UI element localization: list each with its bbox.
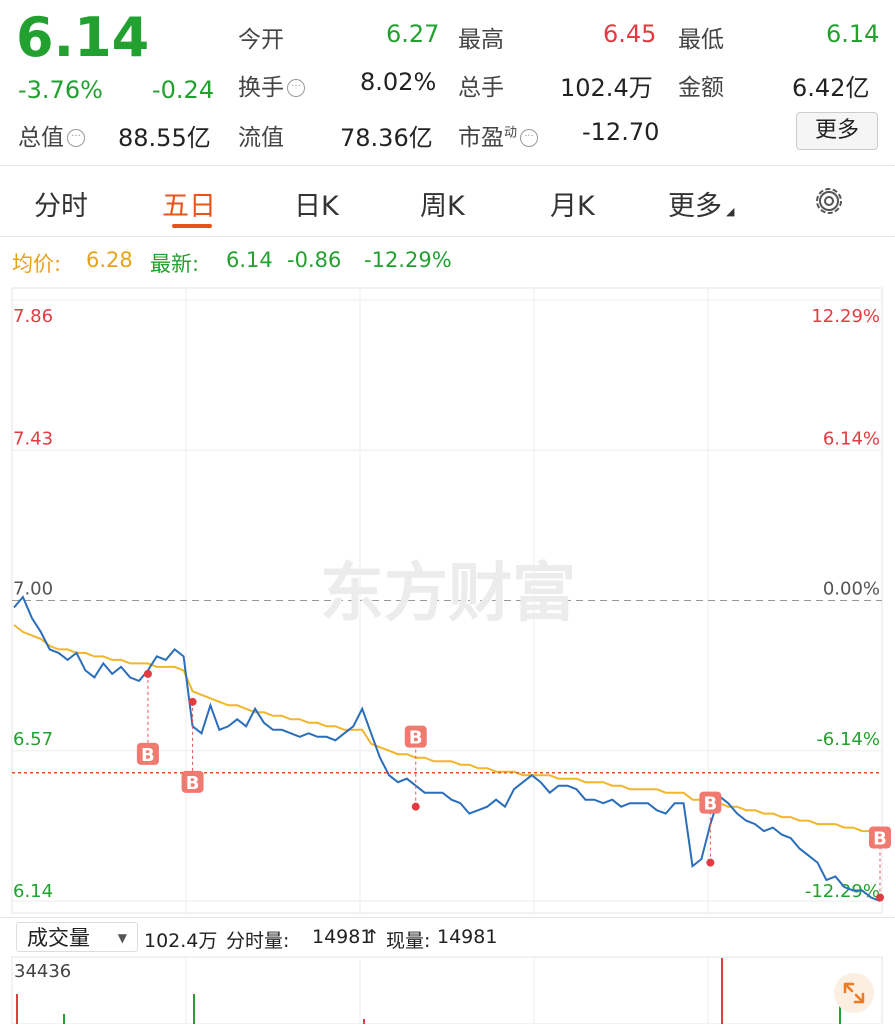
mktcap-value: 88.55亿 — [118, 124, 211, 152]
expand-icon — [843, 982, 865, 1004]
divider — [0, 165, 895, 166]
pe-value: -12.70 — [582, 118, 660, 146]
volume-total: 102.4万 — [144, 930, 218, 952]
more-info-button[interactable]: 更多 — [796, 112, 878, 150]
buy-marker-badge — [181, 770, 204, 793]
divider — [0, 236, 895, 237]
volume-chart: 34436 — [11, 956, 883, 1024]
tab-intraday[interactable]: 分时 — [34, 191, 88, 222]
high-value: 6.45 — [603, 20, 657, 48]
tab-daily-k[interactable]: 日K — [294, 191, 339, 222]
dropdown-arrow-icon: ▼ — [117, 931, 127, 945]
y-axis-left-tick: 7.43 — [13, 428, 53, 449]
float-value: 78.36亿 — [340, 124, 433, 152]
buy-marker-dot — [143, 669, 152, 678]
y-axis-left-tick: 7.00 — [13, 579, 53, 600]
change-percent: -3.76% — [18, 76, 103, 104]
info-icon[interactable]: ··· — [520, 129, 539, 147]
buy-marker-badge — [699, 791, 722, 814]
volume-value: 102.4万 — [560, 74, 653, 102]
y-axis-right-tick: 0.00% — [823, 579, 880, 600]
change-amount: -0.24 — [152, 76, 215, 104]
price-line — [13, 595, 881, 902]
up-arrow-icon: ↑ — [364, 926, 380, 948]
pe-label: 市盈动 ··· — [458, 118, 539, 152]
open-label: 今开 — [238, 27, 284, 53]
tab-more[interactable]: 更多 ◢ — [668, 191, 735, 222]
avg-price-value: 6.28 — [86, 248, 133, 272]
buy-marker-dot — [706, 858, 715, 867]
turnover-label: 换手 ··· — [238, 68, 305, 102]
y-axis-left-tick: 7.86 — [13, 306, 53, 327]
y-axis-left-tick: 6.14 — [13, 881, 53, 902]
latest-change: -0.86 — [287, 248, 342, 272]
latest-value: 6.14 — [226, 248, 273, 272]
y-axis-left-tick: 6.57 — [13, 729, 53, 750]
buy-marker-label: B — [409, 728, 423, 749]
y-axis-right-tick: 6.14% — [823, 428, 880, 449]
y-axis-right-tick: -12.29% — [805, 881, 880, 902]
tab-monthly-k[interactable]: 月K — [550, 191, 595, 222]
open-value: 6.27 — [386, 20, 440, 48]
latest-change-percent: -12.29% — [364, 248, 452, 272]
y-axis-right-tick: 12.29% — [811, 306, 880, 327]
mktcap-label: 总值 ··· — [18, 118, 85, 152]
current-volume-value: 14981 — [437, 926, 498, 948]
buy-marker-dot — [188, 697, 197, 706]
amount-value: 6.42亿 — [792, 74, 870, 102]
tab-weekly-k[interactable]: 周K — [420, 191, 465, 222]
buy-marker-label: B — [704, 794, 718, 815]
volume-max-tick: 34436 — [14, 961, 71, 982]
high-label: 最高 — [458, 27, 504, 53]
buy-marker-badge — [136, 742, 159, 765]
tick-volume-label: 分时量: — [226, 930, 290, 952]
five-day-price-chart[interactable]: 7.86 12.29% 7.43 6.14% 7.00 0.00% 6.57 -6.14% 6.… — [0, 285, 895, 915]
turnover-value: 8.02% — [360, 68, 437, 96]
current-price: 6.14 — [16, 6, 150, 69]
buy-marker-badge — [404, 725, 427, 748]
indicator-select[interactable]: 成交量 ▼ — [16, 922, 138, 952]
expand-chart-button[interactable] — [834, 973, 874, 1013]
volume-label: 总手 — [458, 75, 504, 101]
latest-label: 最新: — [150, 252, 200, 276]
buy-marker-dot — [876, 893, 884, 902]
low-label: 最低 — [678, 27, 724, 53]
y-axis-right-tick: -6.14% — [816, 729, 880, 750]
low-value: 6.14 — [826, 20, 880, 48]
volume-frame — [11, 956, 883, 1024]
buy-marker-label: B — [186, 773, 200, 794]
tick-volume-value: 14981 — [312, 926, 373, 948]
buy-marker-dot — [411, 802, 420, 811]
tab-five-day[interactable]: 五日 — [162, 191, 216, 222]
buy-marker-label: B — [141, 745, 155, 766]
buy-marker-label: B — [873, 829, 887, 850]
active-tab-indicator — [172, 224, 212, 228]
avg-price-line — [13, 624, 881, 836]
info-icon[interactable]: ··· — [287, 79, 305, 97]
amount-label: 金额 — [678, 75, 724, 101]
settings-gear-icon[interactable] — [812, 184, 846, 218]
period-tabs: 分时 五日 日K 周K 月K 更多 ◢ — [0, 166, 895, 236]
info-icon[interactable]: ··· — [67, 129, 85, 147]
float-label: 流值 — [238, 125, 284, 151]
divider — [0, 917, 895, 918]
current-volume-label: 现量: — [386, 930, 431, 952]
dropdown-triangle-icon: ◢ — [726, 205, 735, 218]
watermark-text: 东方财富 — [320, 557, 576, 631]
quote-header: 6.14 -3.76% -0.24 总值 ··· 88.55亿 今开 6.27 换… — [0, 0, 895, 165]
buy-marker-badge — [869, 826, 891, 849]
avg-price-label: 均价: — [12, 252, 62, 276]
